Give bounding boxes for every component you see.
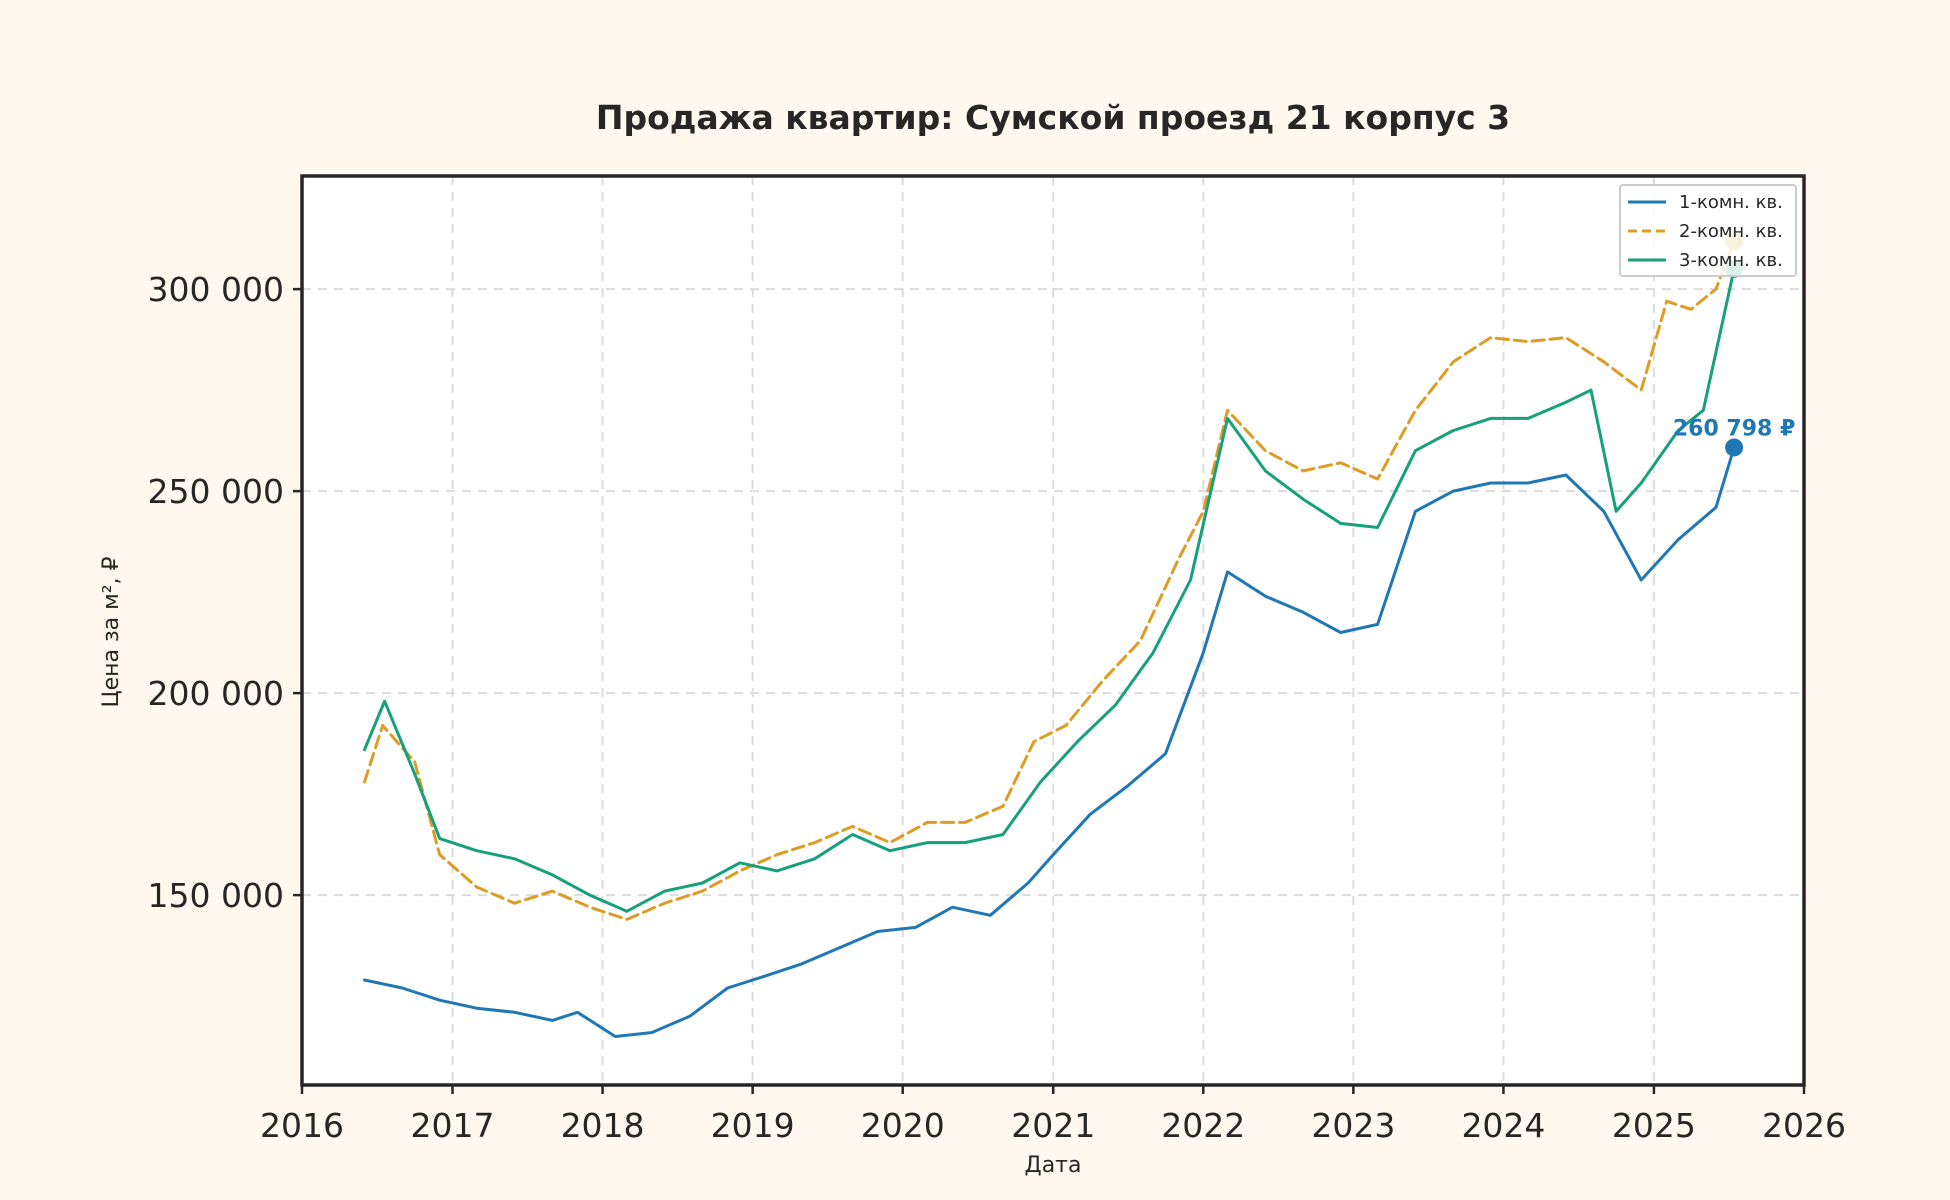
x-tick-label: 2020	[861, 1106, 945, 1145]
legend: 1-комн. кв. 2-комн. кв. 3-комн. кв.	[1619, 184, 1797, 277]
x-tick-label: 2023	[1311, 1106, 1395, 1145]
legend-label: 3-комн. кв.	[1679, 250, 1783, 271]
y-tick-label: 300 000	[148, 270, 284, 309]
x-tick-label: 2019	[711, 1106, 795, 1145]
x-tick-label: 2017	[410, 1106, 494, 1145]
x-tick-label: 2024	[1461, 1106, 1545, 1145]
series-line-2	[363, 239, 1736, 921]
value-annotation: 260 798 ₽	[1673, 416, 1795, 441]
axis-ticks: 2016 2017 2018 2019 2020 2021 2022 2023 2024 2025…	[148, 270, 1846, 1145]
x-tick-label: 2021	[1011, 1106, 1095, 1145]
y-axis-label: Цена за м², ₽	[99, 556, 124, 707]
series-end-point-1	[1725, 438, 1744, 457]
annotations: 260 798 ₽	[1673, 416, 1795, 441]
x-tick-label: 2018	[561, 1106, 645, 1145]
y-tick-label: 250 000	[148, 472, 284, 511]
y-tick-label: 150 000	[148, 876, 284, 915]
y-tick-label: 200 000	[148, 674, 284, 713]
x-tick-label: 2022	[1161, 1106, 1245, 1145]
x-tick-label: 2025	[1612, 1106, 1696, 1145]
legend-label: 1-комн. кв.	[1679, 192, 1783, 213]
series-line-3	[363, 267, 1736, 913]
chart-title: Продажа квартир: Сумской проезд 21 корпу…	[596, 98, 1510, 137]
legend-box	[1619, 184, 1797, 277]
legend-label: 2-комн. кв.	[1679, 221, 1783, 242]
series-line-1	[363, 446, 1736, 1038]
x-axis-label: Дата	[1025, 1153, 1082, 1178]
x-tick-label: 2016	[260, 1106, 344, 1145]
x-tick-label: 2026	[1762, 1106, 1846, 1145]
